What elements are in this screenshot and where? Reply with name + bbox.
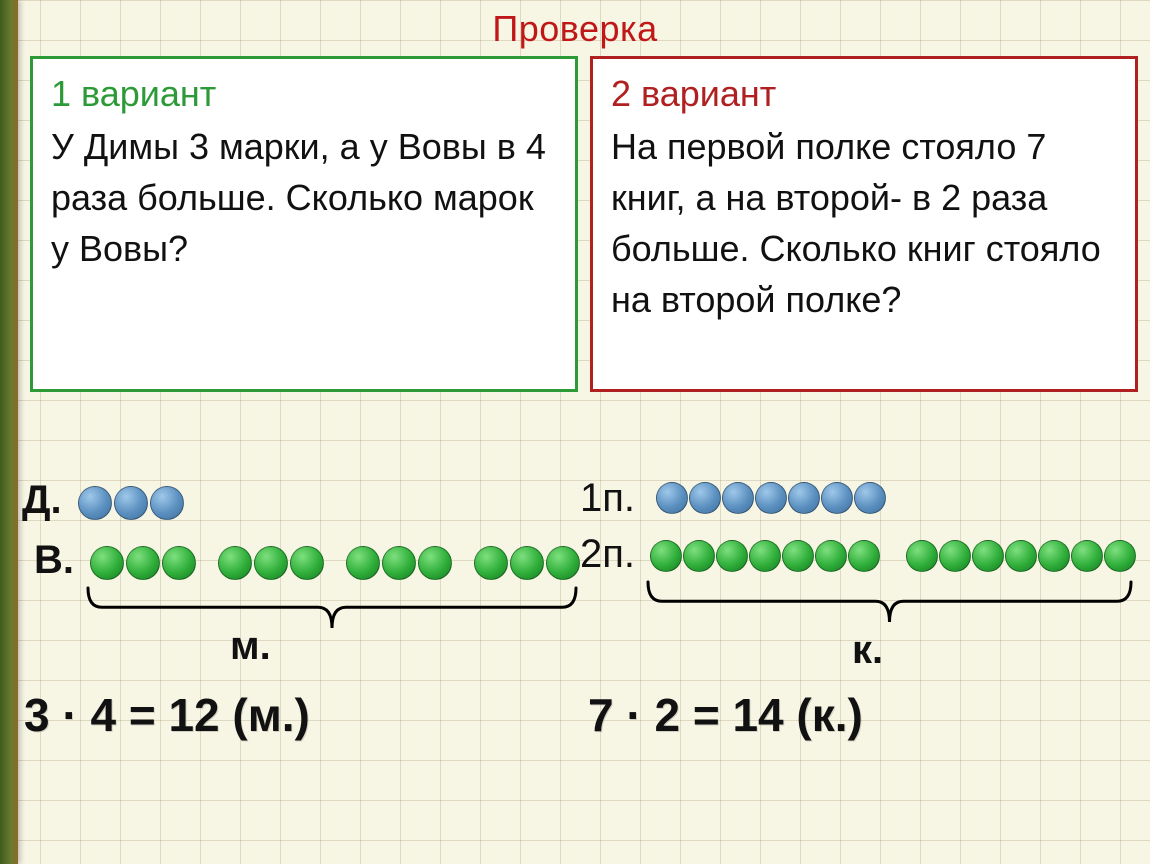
counter-dot (218, 546, 252, 580)
v2-row2-dots (650, 540, 1137, 572)
counter-dot (382, 546, 416, 580)
counter-dot (906, 540, 938, 572)
counter-dot (90, 546, 124, 580)
counter-dot (418, 546, 452, 580)
v1-row1-label: Д. (22, 478, 62, 523)
counter-dot (474, 546, 508, 580)
counter-dot (815, 540, 847, 572)
v2-row1-label: 1п. (580, 476, 635, 521)
variant-2-heading: 2 вариант (611, 73, 1117, 115)
counter-dot (656, 482, 688, 514)
variant-1-box: 1 вариант У Димы 3 марки, а у Вовы в 4 р… (30, 56, 578, 392)
counter-dot (650, 540, 682, 572)
counter-dot (546, 546, 580, 580)
counter-dot (254, 546, 288, 580)
counter-dot (689, 482, 721, 514)
variant-1-heading: 1 вариант (51, 73, 557, 115)
counter-dot (854, 482, 886, 514)
counter-dot (788, 482, 820, 514)
counter-dot (716, 540, 748, 572)
v2-equation: 7 · 2 = 14 (к.) (588, 688, 863, 742)
counter-dot (939, 540, 971, 572)
v2-row1-dots (656, 482, 887, 514)
counter-dot (162, 546, 196, 580)
counter-dot (749, 540, 781, 572)
v1-row2-dots (90, 546, 582, 580)
counter-dot (126, 546, 160, 580)
counter-dot (150, 486, 184, 520)
counter-dot (78, 486, 112, 520)
v1-row2-label: В. (34, 538, 74, 583)
v2-row2-label: 2п. (580, 532, 635, 577)
v1-unit-label: м. (230, 624, 271, 669)
variant-2-problem-text: На первой полке стояло 7 книг, а на втор… (611, 121, 1117, 325)
v2-brace (646, 576, 1133, 630)
counter-dot (114, 486, 148, 520)
counter-dot (848, 540, 880, 572)
counter-dot (1071, 540, 1103, 572)
v1-row1-dots (78, 486, 186, 520)
counter-dot (755, 482, 787, 514)
variant-1-problem-text: У Димы 3 марки, а у Вовы в 4 раза больше… (51, 121, 557, 274)
counter-dot (1005, 540, 1037, 572)
v1-brace (86, 582, 578, 636)
page-title: Проверка (0, 8, 1150, 50)
counter-dot (782, 540, 814, 572)
counter-dot (1038, 540, 1070, 572)
binder-edge (0, 0, 18, 864)
counter-dot (821, 482, 853, 514)
counter-dot (290, 546, 324, 580)
counter-dot (683, 540, 715, 572)
v2-unit-label: к. (852, 628, 883, 673)
counter-dot (972, 540, 1004, 572)
v1-equation: 3 · 4 = 12 (м.) (24, 688, 310, 742)
counter-dot (722, 482, 754, 514)
counter-dot (346, 546, 380, 580)
counter-dot (510, 546, 544, 580)
counter-dot (1104, 540, 1136, 572)
variant-2-box: 2 вариант На первой полке стояло 7 книг,… (590, 56, 1138, 392)
